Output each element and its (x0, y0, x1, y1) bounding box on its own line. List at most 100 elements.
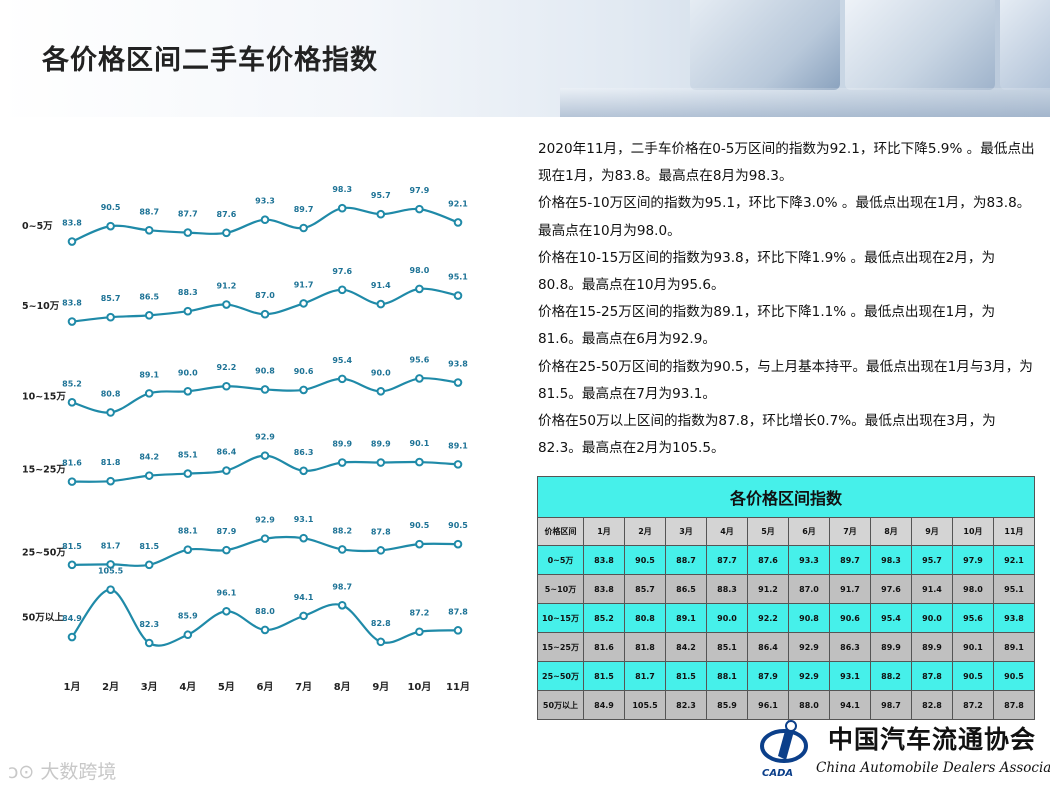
series-line (71, 588, 459, 647)
data-point (299, 466, 308, 476)
data-label: 83.8 (62, 219, 82, 228)
data-label: 89.1 (139, 370, 159, 379)
x-tick-label: 9月 (372, 681, 389, 693)
table-cell: 25~50万 (537, 661, 584, 691)
table-cell: 93.1 (829, 661, 871, 691)
data-point (376, 387, 386, 396)
index-table: 各价格区间指数 价格区间 1月 2月 3月 4月 5月 6月 7月 8月 9月 10月 11月 0~5万 8… (537, 476, 1035, 720)
table-cell: 86.5 (665, 574, 707, 604)
data-label: 88.1 (178, 527, 198, 536)
header-banner: 各价格区间二手车价格指数 (0, 0, 1050, 117)
data-label: 87.0 (255, 291, 275, 300)
watermark-text: 大数跨境 (40, 761, 117, 783)
table-cell: 87.9 (747, 661, 789, 691)
table-cell: 81.5 (583, 661, 625, 691)
decor-floor (560, 88, 1050, 117)
data-label: 96.1 (217, 588, 237, 597)
x-tick-label: 7月 (295, 681, 312, 693)
table-header-cell: 9月 (911, 517, 953, 546)
data-label: 92.9 (255, 516, 275, 525)
data-label: 90.8 (255, 366, 275, 375)
x-tick-label: 5月 (218, 681, 235, 693)
table-header-cell: 2月 (624, 517, 666, 546)
data-point (67, 632, 77, 642)
series-line (71, 206, 459, 243)
data-point (453, 460, 463, 469)
data-point (337, 458, 347, 467)
table-cell: 5~10万 (537, 574, 584, 604)
series-label: 0~5万 (22, 221, 53, 232)
data-label: 89.9 (332, 440, 352, 449)
table-cell: 85.9 (706, 690, 748, 720)
table-cell: 91.7 (829, 574, 871, 604)
x-tick-label: 4月 (179, 681, 196, 693)
data-point (144, 389, 154, 398)
data-label: 93.8 (448, 360, 468, 369)
table-cell: 81.8 (624, 632, 666, 662)
data-label: 92.1 (448, 199, 468, 208)
table-cell: 95.4 (870, 603, 912, 633)
table-cell: 97.6 (870, 574, 912, 604)
data-label: 93.1 (294, 515, 314, 524)
x-tick-label: 3月 (141, 681, 158, 693)
data-point (376, 458, 386, 467)
data-point (260, 309, 270, 319)
data-point (260, 215, 270, 225)
table-cell: 50万以上 (537, 690, 584, 720)
data-label: 87.8 (448, 607, 468, 616)
decor-cube (845, 0, 995, 90)
data-label: 87.9 (217, 527, 237, 536)
table-cell: 90.5 (993, 661, 1035, 691)
data-label: 95.6 (410, 355, 430, 364)
data-point (183, 228, 193, 237)
data-point (299, 611, 308, 621)
data-label: 92.2 (217, 363, 237, 372)
table-header-row: 价格区间 1月 2月 3月 4月 5月 6月 7月 8月 9月 10月 11月 (537, 517, 1035, 546)
data-label: 86.5 (139, 292, 159, 301)
data-label: 95.4 (332, 356, 352, 365)
table-row: 0~5万 83.8 90.5 88.7 87.7 87.6 93.3 89.7 98.3 95.7… (537, 545, 1035, 575)
data-label: 95.7 (371, 191, 391, 200)
data-point (260, 534, 270, 543)
data-point (222, 381, 231, 391)
data-point (222, 466, 231, 475)
description-paragraph: 2020年11月，二手车价格在0-5万区间的指数为92.1，环比下降5.9% 。… (538, 141, 1035, 185)
table-cell: 82.8 (911, 690, 953, 720)
data-point (453, 539, 463, 549)
data-point (144, 560, 154, 570)
data-point (67, 560, 77, 570)
table-header-cell: 6月 (788, 517, 830, 546)
data-point (415, 627, 424, 637)
data-label: 105.5 (98, 567, 124, 576)
table-cell: 97.9 (952, 545, 994, 575)
series-label: 25~50万 (22, 548, 66, 559)
data-label: 94.1 (294, 593, 314, 602)
series-label: 5~10万 (22, 301, 60, 312)
table-cell: 88.0 (788, 690, 830, 720)
table-header-cell: 7月 (829, 517, 871, 546)
table-header-cell: 4月 (706, 517, 748, 546)
table-cell: 87.8 (993, 690, 1035, 720)
table-cell: 84.2 (665, 632, 707, 662)
table-cell: 87.7 (706, 545, 748, 575)
table-cell: 90.8 (788, 603, 830, 633)
table-cell: 0~5万 (537, 545, 584, 575)
data-label: 92.9 (255, 433, 275, 442)
data-point (415, 457, 424, 467)
data-label: 84.9 (62, 614, 82, 623)
table-cell: 89.9 (911, 632, 953, 662)
table-cell: 80.8 (624, 603, 666, 633)
table-cell: 86.4 (747, 632, 789, 662)
data-point (376, 299, 386, 309)
data-label: 81.8 (101, 458, 121, 467)
table-cell: 89.7 (829, 545, 871, 575)
data-point (222, 606, 231, 616)
data-point (222, 545, 231, 555)
data-point (299, 299, 308, 308)
data-label: 90.0 (178, 368, 198, 377)
data-label: 87.6 (217, 210, 237, 219)
data-point (376, 546, 386, 555)
table-header-cell: 11月 (993, 517, 1035, 546)
table-row: 50万以上 84.9 105.5 82.3 85.9 96.1 88.0 94.1 98.7 82… (537, 690, 1035, 720)
table-cell: 91.4 (911, 574, 953, 604)
